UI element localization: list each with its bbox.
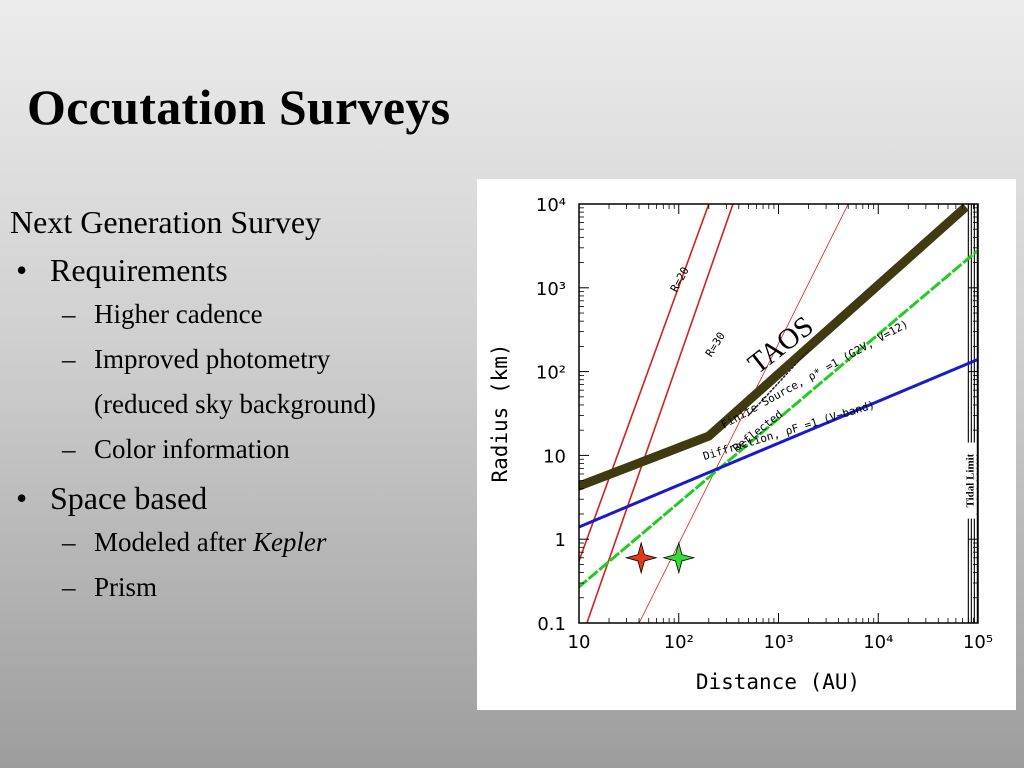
tidal-limit-hatch <box>967 204 978 623</box>
x-tick-label: 10 <box>568 632 591 653</box>
bullet-glyph: • <box>16 252 28 288</box>
chart-panel: 10 10² 10³ 10⁴ 10⁵ 0.1 1 10 10² 10³ 10⁴ R=20 R=30 TA… <box>477 179 1016 710</box>
series-line-5 <box>579 357 978 529</box>
y-tick-label: 10⁴ <box>536 195 566 216</box>
series-group <box>579 204 978 623</box>
dash-glyph: – <box>62 572 76 602</box>
y-axis-title: Radius (km) <box>488 343 512 482</box>
series-line-3 <box>579 204 969 491</box>
bullet-space-based: • Space based <box>10 476 470 520</box>
dash-glyph: – <box>62 344 76 374</box>
series-line-6 <box>747 349 810 417</box>
sub-item-label: Improved photometry <box>94 344 331 374</box>
sub-item: – Prism <box>10 565 470 610</box>
sub-item: – Improved photometry <box>10 337 470 382</box>
sub-item-emphasis: Kepler <box>252 527 327 557</box>
x-axis-title: Distance (AU) <box>696 670 860 694</box>
sub-item: – Color information <box>10 427 470 472</box>
series-line-1 <box>586 204 734 623</box>
chart-annotation: R=30 <box>703 330 728 359</box>
dash-glyph: – <box>62 527 76 557</box>
chart-annotation: Tidal Limit <box>964 453 976 507</box>
x-tick-label: 10⁴ <box>863 632 893 653</box>
slide-title: Occutation Surveys <box>27 79 451 135</box>
x-tick-label: 10³ <box>763 632 793 653</box>
reference-star <box>624 541 658 575</box>
axis-ticks: 10 10² 10³ 10⁴ 10⁵ 0.1 1 10 10² 10³ 10⁴ <box>536 195 993 653</box>
sub-item: – Modeled after Kepler <box>10 520 470 565</box>
sub-item-label: Color information <box>94 434 290 464</box>
y-tick-label: 10³ <box>536 279 566 300</box>
series-line-0 <box>579 204 710 563</box>
reference-stars <box>624 541 696 575</box>
dash-glyph: – <box>62 299 76 329</box>
series-line-2 <box>638 204 849 623</box>
chart-annotation: R=20 <box>668 265 692 295</box>
x-tick-label: 10⁵ <box>963 632 993 653</box>
tidal-label-background <box>963 442 977 519</box>
y-tick-label: 10 <box>543 446 566 467</box>
y-tick-label: 0.1 <box>537 614 566 635</box>
x-tick-label: 10² <box>664 632 694 653</box>
bullet-glyph: • <box>16 480 28 516</box>
lead-text: Next Generation Survey <box>10 204 322 240</box>
slide-content: Next Generation Survey • Requirements – … <box>10 200 470 610</box>
bullet-label: Space based <box>50 480 208 516</box>
dash-glyph: – <box>62 434 76 464</box>
sub-item-continuation: (reduced sky background) <box>10 382 470 427</box>
bullet-label: Requirements <box>50 252 228 288</box>
sub-item-label: Prism <box>94 572 158 602</box>
sub-item-label: Higher cadence <box>94 299 263 329</box>
y-tick-label: 10² <box>536 363 566 384</box>
y-tick-label: 1 <box>555 530 566 551</box>
bullet-requirements: • Requirements <box>10 248 470 292</box>
sub-item-label: Modeled after <box>94 527 253 557</box>
sub-item-label: (reduced sky background) <box>94 389 376 419</box>
series-line-4 <box>579 248 978 589</box>
sub-item: – Higher cadence <box>10 292 470 337</box>
reference-star <box>662 541 696 575</box>
